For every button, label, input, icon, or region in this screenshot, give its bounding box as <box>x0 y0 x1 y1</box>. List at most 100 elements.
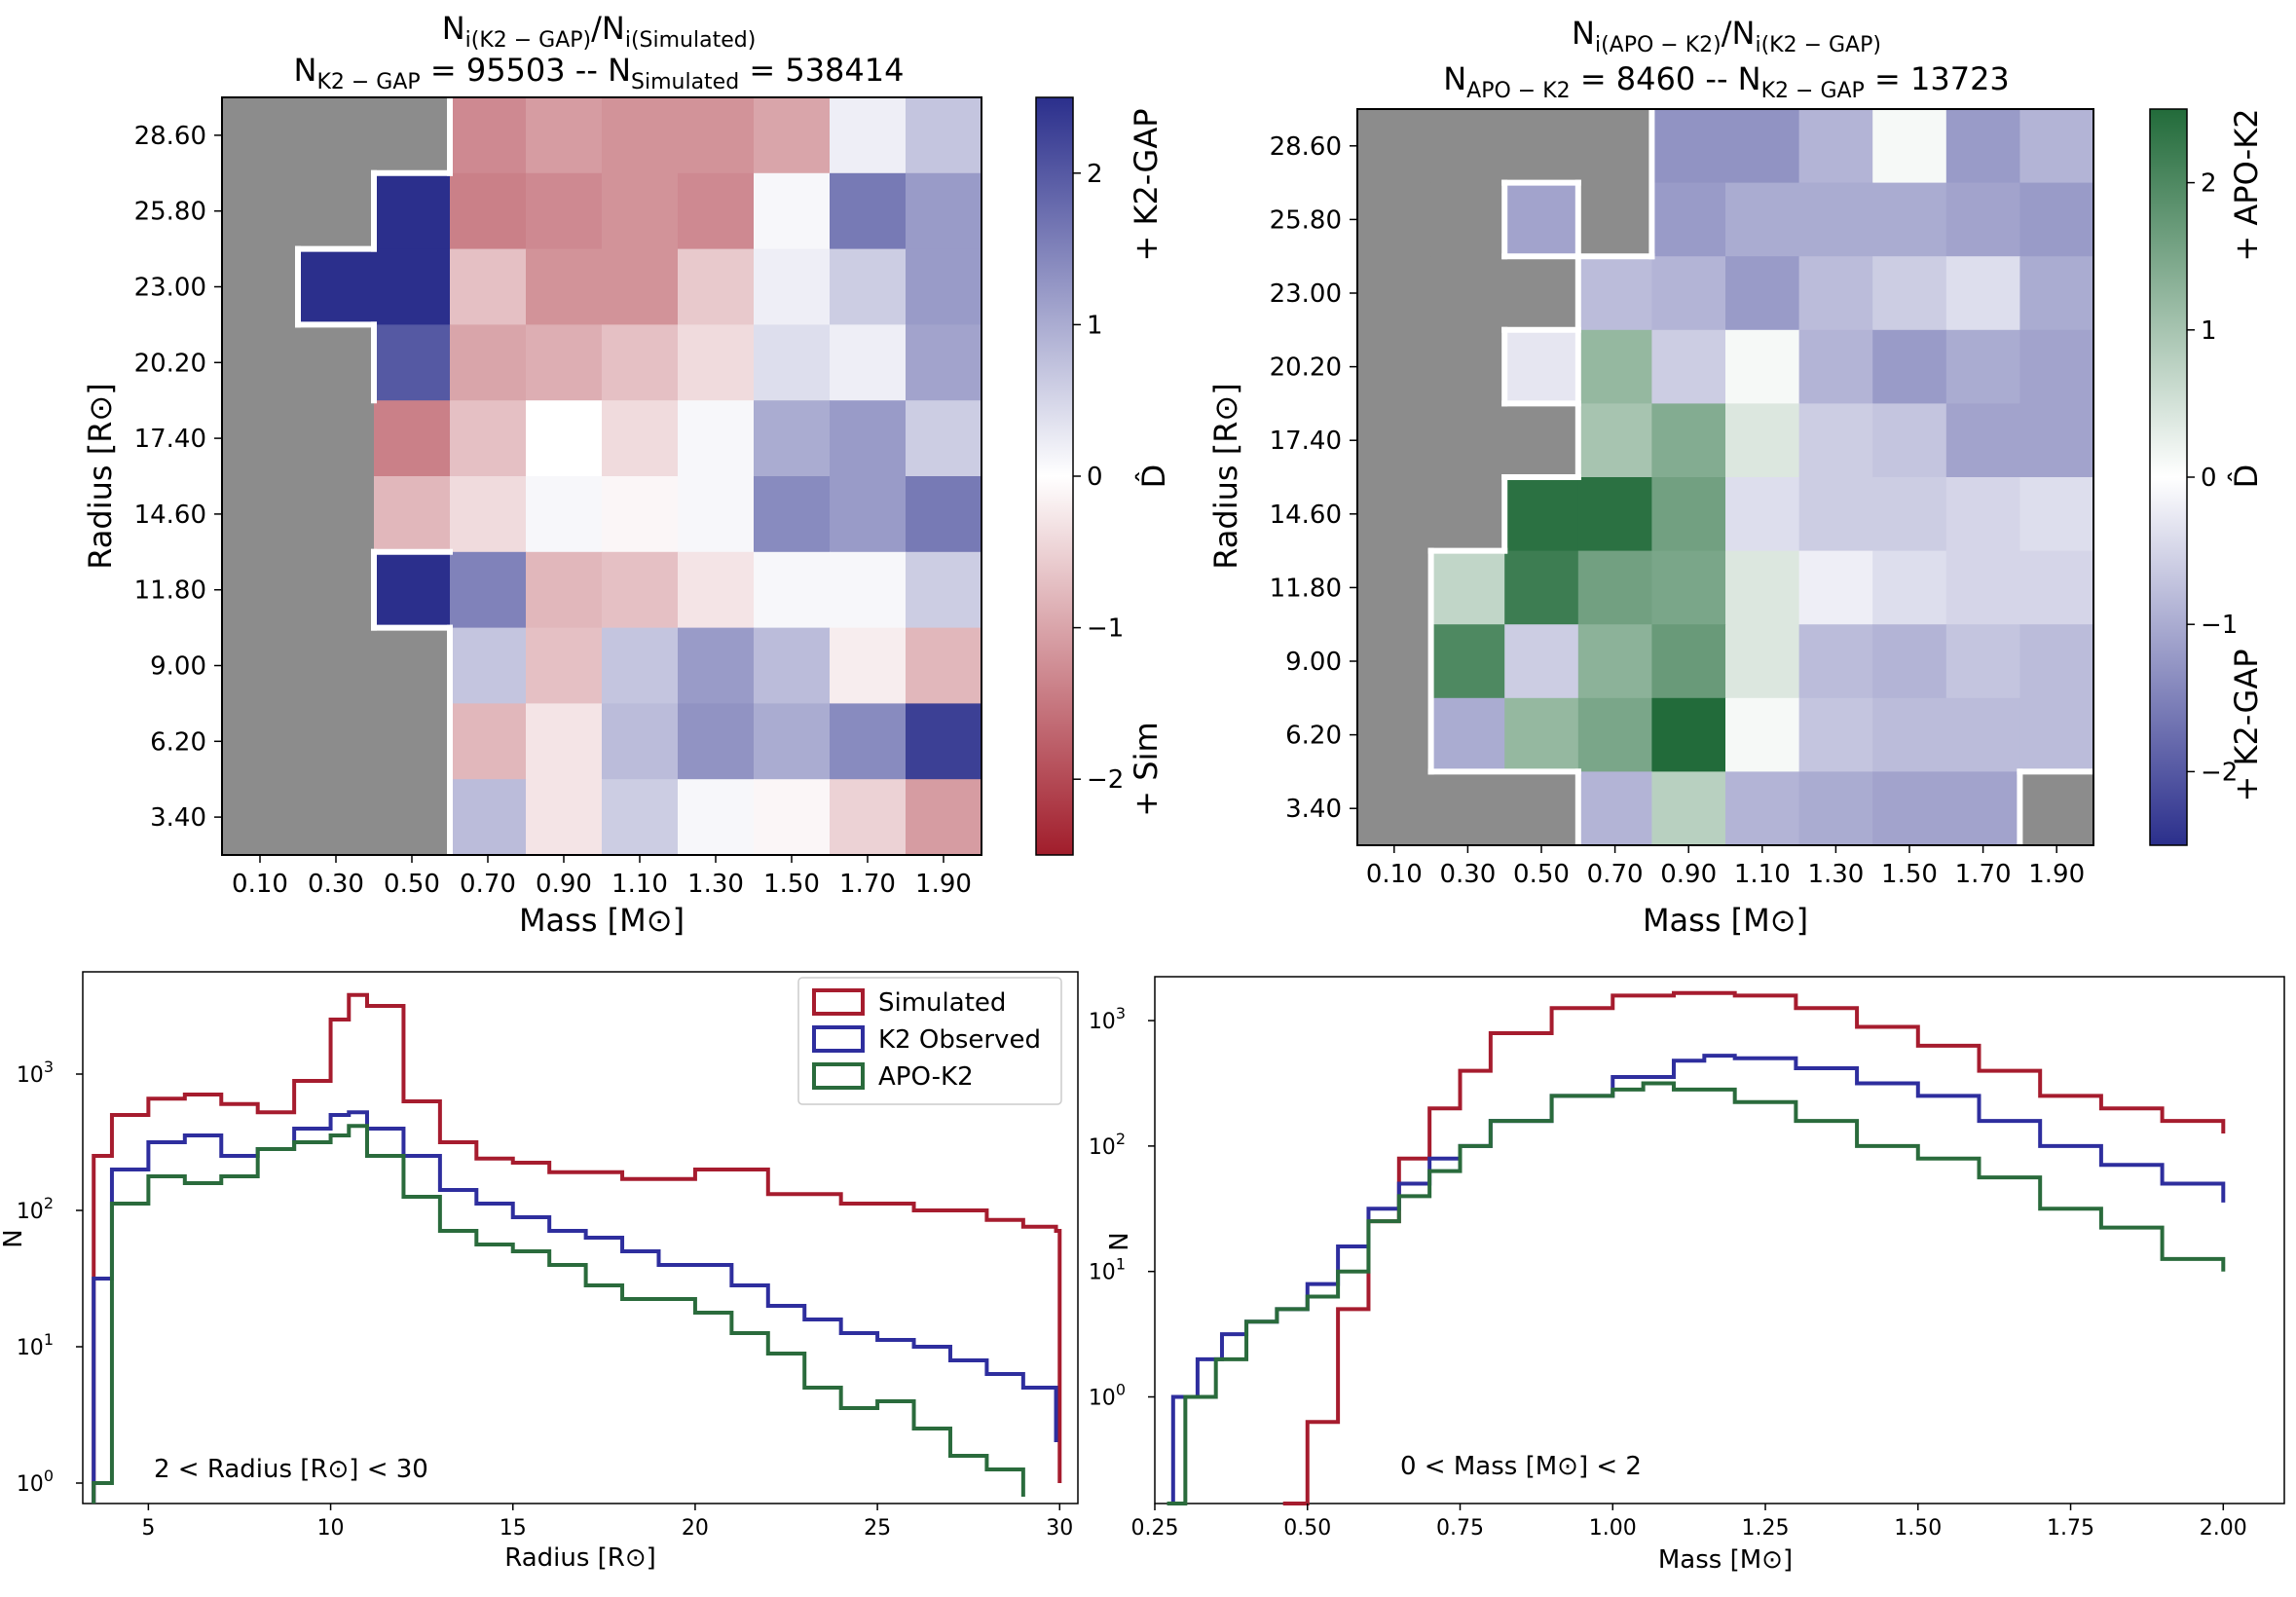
heatmap-cell <box>1430 329 1505 404</box>
heatmap-cell <box>298 627 375 704</box>
mass-histogram-series <box>1167 990 2226 1505</box>
heatmap-1-panel: Ni(K2 − GAP)/Ni(Simulated) NK2 − GAP = 9… <box>82 10 1172 939</box>
legend-swatch-k2 <box>812 1025 865 1053</box>
radius-histogram-y-ticks: 100 101 102 103 <box>17 1058 83 1497</box>
heatmap-cell <box>450 324 527 401</box>
y-tick-label: 103 <box>17 1058 54 1088</box>
heatmap-cell <box>830 627 907 704</box>
radius-histogram-y-label: N <box>0 1229 28 1247</box>
radius-histogram-panel: 5 10 15 20 25 30 100 101 102 103 Radius [R⊙] N 2… <box>0 971 1079 1573</box>
series-line-apo-k2 <box>92 1124 1025 1504</box>
heatmap-cell <box>298 324 375 401</box>
y-tick-label: 14.60 <box>134 501 206 530</box>
heatmap-cell <box>450 248 527 325</box>
heatmap-cell <box>1798 256 1873 331</box>
heatmap-cell <box>906 97 982 174</box>
heatmap-1-colorbar <box>1035 96 1074 856</box>
heatmap-cell <box>602 476 679 553</box>
mass-histogram-annotation: 0 < Mass [M⊙] < 2 <box>1400 1452 1642 1481</box>
heatmap-cell <box>2019 477 2094 552</box>
heatmap-2-colorbar-ticks: 2 1 0 −1 −2 <box>2187 169 2238 787</box>
heatmap-cell <box>298 97 375 174</box>
heatmap-cell <box>678 172 755 250</box>
x-tick-label: 0.70 <box>460 870 516 899</box>
heatmap-cell <box>298 400 375 477</box>
heatmap-cell <box>526 248 603 325</box>
heatmap-cell <box>298 476 375 553</box>
heatmap-cell <box>1651 403 1726 478</box>
heatmap-cell <box>1430 771 1505 846</box>
x-tick-label: 1.50 <box>1881 860 1938 889</box>
x-tick-label: 25 <box>864 1516 891 1541</box>
radius-histogram-series <box>92 992 1062 1504</box>
heatmap-cell <box>1430 182 1505 257</box>
heatmap-cell <box>1651 624 1726 699</box>
heatmap-cell <box>602 248 679 325</box>
heatmap-cell <box>1357 624 1432 699</box>
y-tick-label: 9.00 <box>150 652 206 682</box>
x-tick-label: 1.10 <box>611 870 668 899</box>
heatmap-cell <box>222 324 299 401</box>
heatmap-cell <box>1357 477 1432 552</box>
heatmap-cell <box>1872 109 1947 184</box>
heatmap-cell <box>1798 477 1873 552</box>
heatmap-1-outline <box>295 94 453 858</box>
heatmap-1-cells <box>222 97 982 856</box>
heatmap-cell <box>1430 256 1505 331</box>
y-tick-label: 20.20 <box>1270 353 1342 383</box>
heatmap-cell <box>2019 109 2094 184</box>
legend: Simulated K2 Observed APO-K2 <box>797 977 1062 1105</box>
heatmap-cell <box>754 476 831 553</box>
radius-histogram-x-ticks: 5 10 15 20 25 30 <box>141 1504 1073 1541</box>
mass-histogram-x-label: Mass [M⊙] <box>1658 1545 1793 1575</box>
heatmap-1-y-ticks: 28.60 25.80 23.00 20.20 17.40 14.60 11.80 9.00 6… <box>134 122 222 833</box>
heatmap-2-colorbar <box>2149 108 2188 846</box>
heatmap-cell <box>754 248 831 325</box>
heatmap-cell <box>222 172 299 250</box>
heatmap-2-y-label: Radius [R⊙] <box>1207 383 1244 569</box>
y-tick-label: 6.20 <box>150 727 206 757</box>
y-tick-label: 9.00 <box>1285 648 1342 677</box>
y-tick-label: 100 <box>17 1467 54 1497</box>
heatmap-cell <box>298 172 375 250</box>
heatmap-cell <box>450 551 527 629</box>
heatmap-cell <box>1651 477 1726 552</box>
colorbar-tick-label: 1 <box>1087 311 1103 340</box>
heatmap-cell <box>1945 403 2020 478</box>
heatmap-cell <box>1872 697 1947 772</box>
heatmap-cell <box>754 551 831 629</box>
heatmap-cell <box>906 551 982 629</box>
heatmap-cell <box>1725 771 1800 846</box>
x-tick-label: 1.70 <box>839 870 896 899</box>
heatmap-cell <box>1651 182 1726 257</box>
heatmap-cell <box>906 172 982 250</box>
heatmap-cell <box>2019 403 2094 478</box>
colorbar-tick-label: −2 <box>1087 765 1124 795</box>
heatmap-cell <box>678 248 755 325</box>
colorbar-tick-label: −2 <box>2201 758 2238 787</box>
heatmap-cell <box>602 551 679 629</box>
mass-histogram-panel: 0.25 0.50 0.75 1.00 1.25 1.50 1.75 2.00 1001011… <box>1089 976 2285 1575</box>
heatmap-cell <box>1651 256 1726 331</box>
heatmap-cell <box>1357 697 1432 772</box>
heatmap-cell <box>1430 477 1505 552</box>
heatmap-cell <box>450 779 527 856</box>
x-tick-label: 30 <box>1046 1516 1073 1541</box>
heatmap-cell <box>1725 109 1800 184</box>
heatmap-cell <box>1945 550 2020 625</box>
heatmap-cell <box>1945 182 2020 257</box>
heatmap-2-panel: Ni(APO − K2)/Ni(K2 − GAP) NAPO − K2 = 84… <box>1207 15 2265 939</box>
heatmap-cell <box>2019 256 2094 331</box>
heatmap-2-outline <box>1427 106 2096 848</box>
heatmap-cell <box>1430 624 1505 699</box>
y-tick-label: 25.80 <box>1270 205 1342 235</box>
heatmap-cell <box>222 703 299 780</box>
heatmap-cell <box>298 703 375 780</box>
heatmap-cell <box>374 324 451 401</box>
colorbar-tick-label: 1 <box>2201 316 2217 346</box>
heatmap-1-colorbar-top-label: + K2-GAP <box>1128 108 1165 261</box>
colorbar-tick-label: −1 <box>2201 611 2238 640</box>
y-tick-label: 11.80 <box>1270 574 1342 603</box>
heatmap-cell <box>1872 182 1947 257</box>
y-tick-label: 6.20 <box>1285 722 1342 751</box>
